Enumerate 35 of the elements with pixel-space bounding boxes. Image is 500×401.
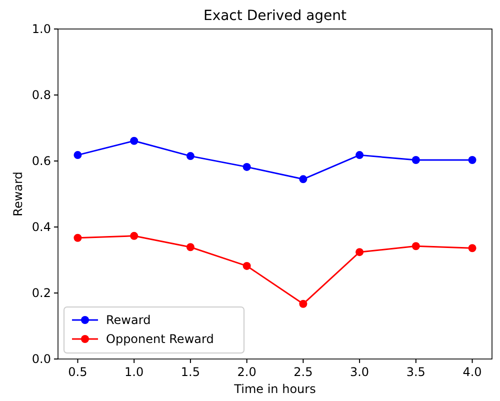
- point: [299, 175, 308, 184]
- legend-label: Reward: [106, 313, 151, 327]
- y-tick-label: 0.4: [32, 220, 51, 234]
- x-axis-title: Time in hours: [233, 382, 316, 396]
- x-tick-label: 3.5: [406, 365, 426, 379]
- point: [412, 242, 420, 250]
- x-tick-label: 1.0: [124, 365, 144, 379]
- x-tick-label: 1.5: [180, 365, 200, 379]
- legend-label: Opponent Reward: [106, 332, 214, 346]
- y-axis-title: Reward: [11, 172, 25, 216]
- y-tick-label: 0.0: [32, 352, 51, 366]
- point: [299, 300, 308, 308]
- point: [74, 151, 82, 160]
- point: [468, 244, 476, 252]
- point: [356, 151, 364, 160]
- y-tick-label: 0.2: [32, 286, 51, 300]
- x-tick-label: 2.0: [237, 365, 256, 379]
- point: [186, 152, 194, 160]
- x-tick-label: 3.0: [350, 365, 370, 379]
- point: [242, 162, 251, 171]
- y-tick-label: 0.8: [32, 88, 51, 102]
- y-tick-label: 0.6: [32, 154, 51, 168]
- chart-title: Exact Derived agent: [203, 8, 348, 24]
- y-tick-label: 1.0: [32, 22, 51, 36]
- x-tick-label: 4.0: [462, 365, 482, 379]
- point: [74, 234, 82, 242]
- point: [412, 156, 420, 164]
- point: [356, 248, 364, 256]
- point: [130, 136, 138, 145]
- point: [130, 232, 138, 240]
- point: [242, 262, 251, 270]
- x-tick-label: 0.5: [68, 365, 88, 379]
- point: [468, 156, 476, 164]
- x-tick-label: 2.5: [294, 365, 313, 379]
- point: [186, 243, 194, 252]
